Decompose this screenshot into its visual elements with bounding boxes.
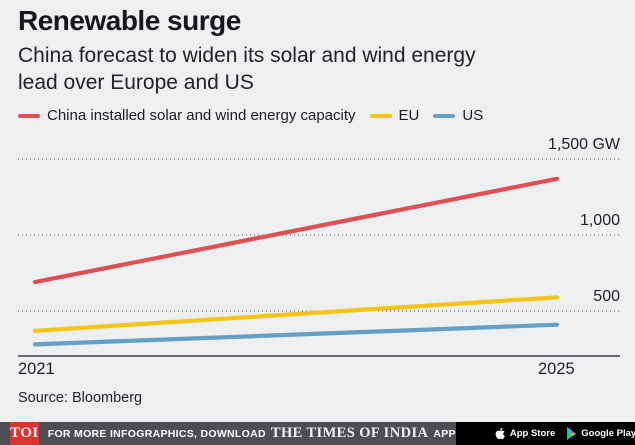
footer-app-suffix: APP — [433, 427, 456, 440]
chart-subtitle: China forecast to widen its solar and wi… — [18, 42, 476, 96]
google-play-badge[interactable]: Google Play — [566, 427, 635, 440]
y-tick-1500: 1,500 GW — [547, 136, 620, 153]
subtitle-line-1: China forecast to widen its solar and wi… — [18, 44, 476, 67]
us-line — [32, 322, 560, 347]
x-tick-2021: 2021 — [18, 360, 55, 378]
y-tick-500: 500 — [593, 288, 620, 305]
legend-label-china: China installed solar and wind energy ca… — [47, 107, 356, 124]
store-badges: App Store Google Play — [455, 422, 635, 445]
toi-logo: TOI — [10, 422, 39, 445]
legend-item-us: US — [433, 107, 483, 124]
page-title: Renewable surge — [18, 5, 241, 36]
eu-line-swatch — [369, 113, 392, 118]
legend-label-eu: EU — [398, 107, 420, 124]
google-play-label: Google Play — [581, 428, 635, 439]
google-play-icon — [567, 427, 577, 440]
legend-item-china: China installed solar and wind energy ca… — [18, 107, 356, 124]
eu-line — [32, 295, 560, 333]
footer-message: FOR MORE INFOGRAPHICS, DOWNLOAD — [47, 427, 266, 440]
apple-icon — [495, 427, 505, 440]
subtitle-line-2: lead over Europe and US — [18, 71, 254, 94]
china-line — [32, 176, 560, 285]
legend-item-eu: EU — [369, 107, 420, 124]
y-tick-1000: 1,000 — [579, 212, 620, 229]
legend-label-us: US — [462, 107, 484, 124]
chart-legend: China installed solar and wind energy ca… — [18, 107, 483, 124]
app-store-badge[interactable]: App Store — [494, 426, 555, 441]
china-line-swatch — [18, 113, 40, 118]
us-line-swatch — [433, 113, 456, 118]
app-store-label: App Store — [509, 428, 556, 439]
footer-bar: TOI FOR MORE INFOGRAPHICS, DOWNLOAD THE … — [0, 422, 635, 445]
x-tick-2025: 2025 — [538, 360, 575, 378]
footer-brand: THE TIMES OF INDIA — [270, 425, 429, 441]
source-credit: Source: Bloomberg — [18, 390, 143, 406]
